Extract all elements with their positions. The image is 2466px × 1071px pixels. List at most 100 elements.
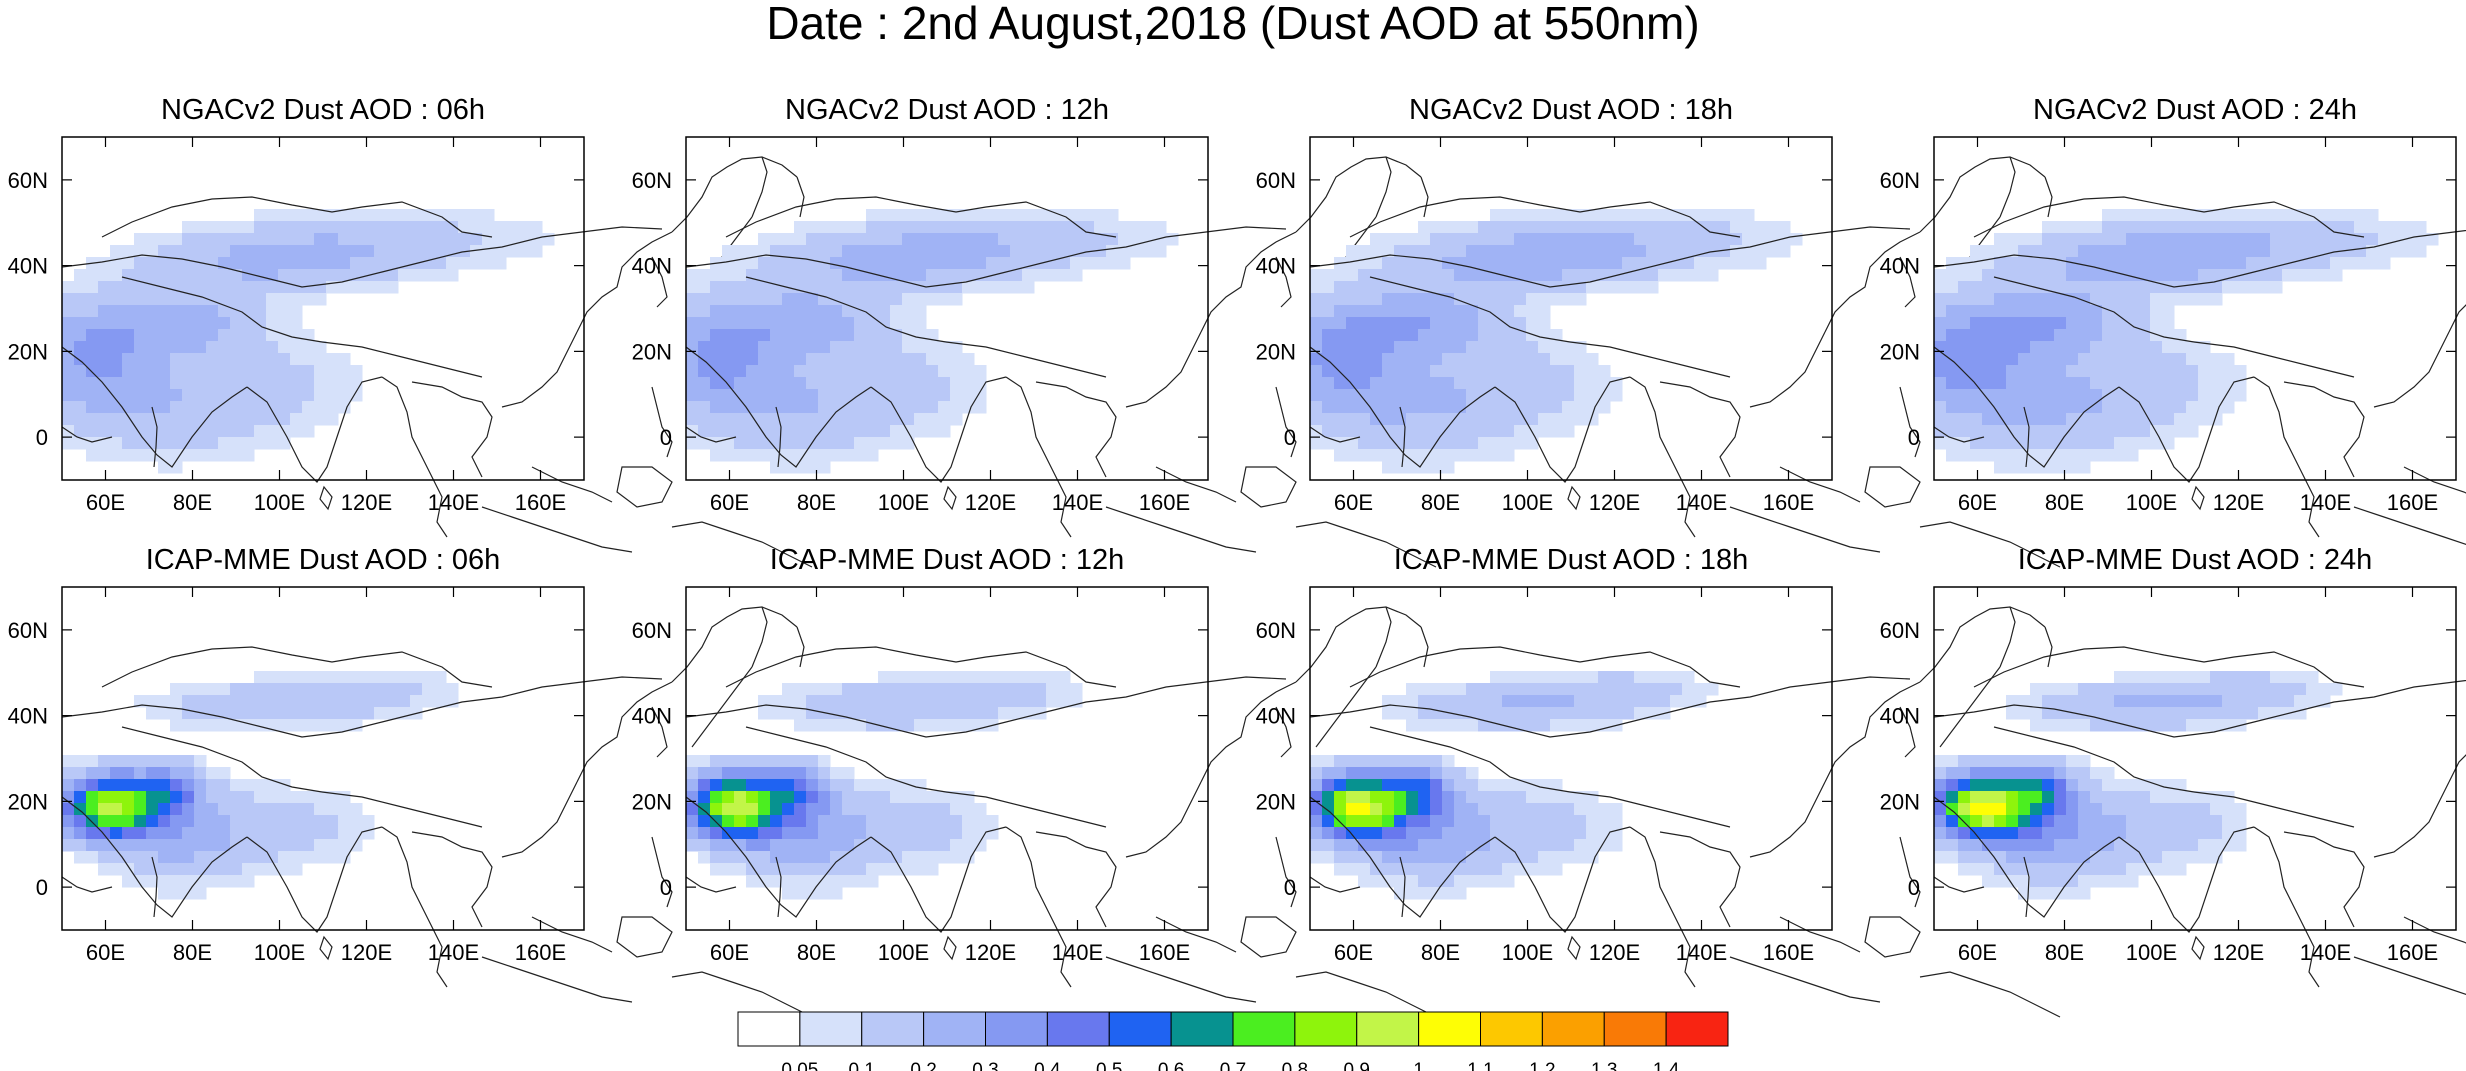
map-frame: [61, 586, 585, 931]
lat-tick-label: 60N: [8, 618, 48, 643]
lon-tick-label: 160E: [515, 940, 566, 965]
lon-tick-label: 60E: [86, 490, 125, 515]
dust-field: [1934, 671, 2343, 900]
lat-tick-label: 20N: [8, 339, 48, 364]
colorbar-swatch: [1541, 1011, 1605, 1047]
panel-title: NGACv2 Dust AOD : 12h: [785, 94, 1109, 126]
lon-tick-label: 120E: [1589, 490, 1640, 515]
lat-tick-label: 20N: [1256, 339, 1296, 364]
colorbar-swatch: [1603, 1011, 1667, 1047]
lon-tick-label: 100E: [2126, 940, 2177, 965]
lat-tick-label: 0: [1284, 425, 1296, 450]
lat-tick-label: 0: [660, 425, 672, 450]
lon-tick-label: 100E: [254, 940, 305, 965]
map-frame: [1933, 586, 2457, 931]
lon-tick-label: 140E: [2300, 490, 2351, 515]
lon-tick-label: 100E: [878, 940, 929, 965]
lon-tick-label: 140E: [1052, 940, 1103, 965]
lon-tick-label: 60E: [1958, 940, 1997, 965]
map-panel: NGACv2 Dust AOD : 18h 60E 80E 100E 120E 140E 1…: [1256, 94, 2061, 568]
panel-title: NGACv2 Dust AOD : 06h: [161, 94, 485, 126]
colorbar-label: 0.8: [1282, 1060, 1308, 1071]
colorbar-label: 0.9: [1344, 1060, 1370, 1071]
lon-tick-label: 100E: [2126, 490, 2177, 515]
lat-tick-label: 0: [36, 425, 48, 450]
colorbar-swatch: [737, 1011, 801, 1047]
lon-tick-label: 160E: [1763, 940, 1814, 965]
panel-title: ICAP-MME Dust AOD : 06h: [146, 544, 501, 576]
lat-tick-label: 20N: [1880, 339, 1920, 364]
colorbar-label: 0.1: [849, 1060, 875, 1071]
lon-tick-label: 60E: [1334, 940, 1373, 965]
lat-tick-label: 20N: [8, 789, 48, 814]
colorbar-swatch: [861, 1011, 925, 1047]
map-panel: NGACv2 Dust AOD : 06h 60E 80E 100E 120E 140E 1…: [8, 94, 813, 568]
colorbar-label: 0.4: [1034, 1060, 1061, 1071]
lon-tick-label: 60E: [710, 490, 749, 515]
colorbar-label: 1.4: [1653, 1060, 1680, 1071]
colorbar-swatch: [1232, 1011, 1296, 1047]
lat-tick-label: 60N: [1256, 618, 1296, 643]
colorbar-label: 1.3: [1591, 1060, 1617, 1071]
lat-tick-label: 40N: [1880, 704, 1920, 729]
lon-tick-label: 120E: [341, 940, 392, 965]
panel-title: ICAP-MME Dust AOD : 12h: [770, 544, 1125, 576]
lat-tick-label: 0: [660, 875, 672, 900]
colorbar-swatch: [799, 1011, 863, 1047]
panel-title: NGACv2 Dust AOD : 18h: [1409, 94, 1733, 126]
lat-tick-label: 60N: [8, 168, 48, 193]
lat-tick-label: 40N: [8, 254, 48, 279]
colorbar-label: 0.2: [910, 1060, 936, 1071]
lon-tick-label: 140E: [2300, 940, 2351, 965]
lon-tick-label: 60E: [710, 940, 749, 965]
lon-tick-label: 80E: [797, 490, 836, 515]
map-frame: [1309, 586, 1833, 931]
lon-tick-label: 120E: [2213, 490, 2264, 515]
lat-tick-label: 0: [1908, 875, 1920, 900]
lat-tick-label: 60N: [1880, 168, 1920, 193]
dust-field: [686, 671, 1083, 900]
colorbar-label: 0.7: [1220, 1060, 1246, 1071]
colorbar-swatch: [985, 1011, 1048, 1047]
lat-tick-label: 60N: [632, 618, 672, 643]
lon-tick-label: 120E: [341, 490, 392, 515]
map-frame: [1309, 136, 1833, 481]
lat-tick-label: 40N: [1256, 254, 1296, 279]
lon-tick-label: 60E: [86, 940, 125, 965]
lat-tick-label: 0: [1284, 875, 1296, 900]
lat-tick-label: 40N: [632, 704, 672, 729]
map-panel: NGACv2 Dust AOD : 24h 60E 80E 100E 120E 140E 1…: [1880, 94, 2466, 568]
lon-tick-label: 160E: [1763, 490, 1814, 515]
dust-field: [62, 671, 459, 900]
map-panel: ICAP-MME Dust AOD : 12h 60E 80E 100E 120E 140…: [632, 544, 1437, 1018]
lon-tick-label: 80E: [173, 940, 212, 965]
colorbar: 0.05 0.1 0.2 0.3 0.4 0.5 0.6 0.7 0.8 0.9 1 1.1 1.2 1.…: [737, 1011, 1729, 1071]
lon-tick-label: 140E: [428, 490, 479, 515]
lat-tick-label: 20N: [632, 339, 672, 364]
lat-tick-label: 20N: [1880, 789, 1920, 814]
lon-tick-label: 160E: [515, 490, 566, 515]
colorbar-label: 0.3: [972, 1060, 998, 1071]
map-frame: [1933, 136, 2457, 481]
dust-field: [1310, 209, 1803, 474]
dust-field: [1310, 671, 1719, 900]
colorbar-label: 0.5: [1096, 1060, 1122, 1071]
panel-title: ICAP-MME Dust AOD : 24h: [2018, 544, 2373, 576]
lat-tick-label: 60N: [1880, 618, 1920, 643]
colorbar-swatch: [1294, 1011, 1358, 1047]
colorbar-swatch: [1418, 1011, 1481, 1047]
lat-tick-label: 40N: [1256, 704, 1296, 729]
lon-tick-label: 60E: [1334, 490, 1373, 515]
lon-tick-label: 100E: [1502, 490, 1553, 515]
colorbar-swatch: [1480, 1011, 1543, 1047]
lon-tick-label: 140E: [1676, 940, 1727, 965]
lat-tick-label: 40N: [632, 254, 672, 279]
lon-tick-label: 120E: [965, 940, 1016, 965]
lat-tick-label: 20N: [1256, 789, 1296, 814]
lon-tick-label: 120E: [2213, 940, 2264, 965]
colorbar-label: 1: [1413, 1060, 1424, 1071]
colorbar-label: 0.05: [781, 1060, 818, 1071]
lat-tick-label: 0: [36, 875, 48, 900]
lat-tick-label: 20N: [632, 789, 672, 814]
